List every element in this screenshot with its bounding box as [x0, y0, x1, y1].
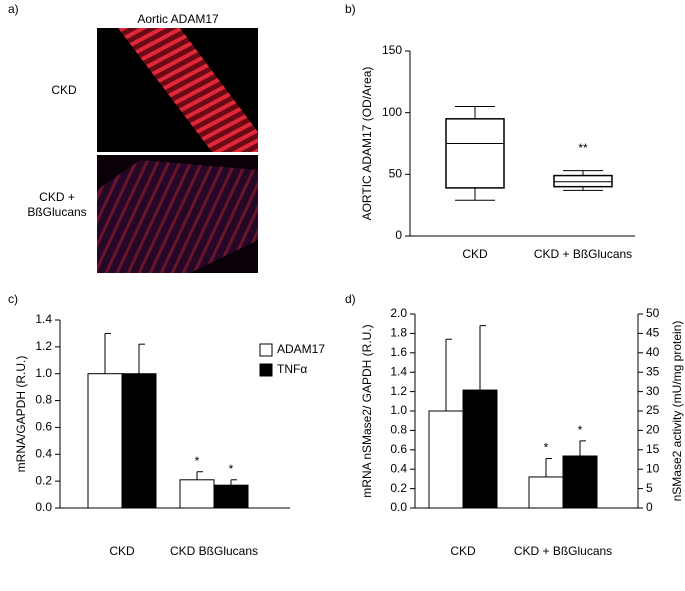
legend-label: TNFα	[277, 362, 307, 376]
y-tick-label: 1.4	[35, 312, 52, 326]
y2-tick-label: 5	[646, 481, 653, 495]
x-tick-label: CKD + BßGlucans	[514, 544, 612, 558]
image-title: Aortic ADAM17	[137, 12, 219, 26]
y2-tick-label: 35	[646, 364, 660, 378]
y-tick-label: 0.4	[390, 461, 407, 475]
micrograph-top	[97, 28, 258, 152]
y2-tick-label: 25	[646, 403, 660, 417]
bar	[462, 389, 498, 509]
y2-tick-label: 50	[646, 306, 660, 320]
y-tick-label: 1.0	[35, 366, 52, 380]
y-tick-label: 0.4	[35, 446, 52, 460]
bar	[528, 476, 564, 509]
box	[445, 118, 505, 189]
micrograph-bottom	[97, 155, 258, 273]
y-tick-label: 50	[389, 167, 403, 181]
y2-tick-label: 10	[646, 461, 660, 475]
panel-label: b)	[345, 2, 356, 16]
x-tick-label: CKD + BßGlucans	[534, 247, 632, 261]
bar	[562, 455, 598, 509]
legend-swatch	[259, 363, 273, 377]
y-axis-label: AORTIC ADAM17 (OD/Area)	[360, 67, 374, 221]
y-tick-label: 0.6	[35, 420, 52, 434]
y-tick-label: 0.2	[390, 481, 407, 495]
x-tick-label: CKD	[450, 544, 476, 558]
y-tick-label: 1.4	[390, 364, 407, 378]
y-tick-label: 1.2	[35, 339, 52, 353]
legend-swatch	[259, 343, 273, 357]
panel-label: d)	[345, 292, 356, 306]
bar	[179, 479, 215, 509]
legend-label: ADAM17	[277, 342, 325, 356]
y-tick-label: 0.0	[390, 500, 407, 514]
y-tick-label: 0.0	[35, 500, 52, 514]
y-tick-label: 0.8	[390, 423, 407, 437]
y2-tick-label: 45	[646, 326, 660, 340]
panel-label: a)	[8, 2, 19, 16]
significance: *	[578, 423, 583, 437]
y2-tick-label: 30	[646, 384, 660, 398]
box	[553, 174, 613, 188]
y-tick-label: 1.0	[390, 403, 407, 417]
x-tick-label: CKD BßGlucans	[170, 544, 258, 558]
y-tick-label: 150	[382, 43, 402, 57]
bar	[213, 484, 249, 509]
panel-label: c)	[8, 292, 18, 306]
y-tick-label: 0.2	[35, 473, 52, 487]
y-tick-label: 0.8	[35, 393, 52, 407]
y-tick-label: 0	[395, 228, 402, 242]
row-label: CKD + BßGlucans	[27, 190, 86, 219]
y-tick-label: 1.2	[390, 384, 407, 398]
significance: *	[229, 462, 234, 476]
bar	[121, 373, 157, 509]
y2-tick-label: 20	[646, 423, 660, 437]
y2-tick-label: 40	[646, 345, 660, 359]
bar	[87, 373, 123, 509]
y2-axis-label: nSMase2 activity (mU/mg protein)	[670, 321, 684, 502]
row-label: CKD	[51, 83, 77, 97]
y-tick-label: 100	[382, 105, 402, 119]
significance: *	[544, 441, 549, 455]
y-tick-label: 0.6	[390, 442, 407, 456]
y2-tick-label: 15	[646, 442, 660, 456]
y2-tick-label: 0	[646, 500, 653, 514]
y-axis-label: mRNA nSMase2/ GAPDH (R.U.)	[360, 324, 374, 497]
x-tick-label: CKD	[109, 544, 135, 558]
significance: **	[578, 141, 588, 155]
y-tick-label: 1.6	[390, 345, 407, 359]
significance: *	[195, 454, 200, 468]
y-tick-label: 1.8	[390, 326, 407, 340]
bar	[428, 410, 464, 509]
y-tick-label: 2.0	[390, 306, 407, 320]
y-axis-label: mRNA/GAPDH (R.U.)	[14, 356, 28, 473]
x-tick-label: CKD	[462, 247, 488, 261]
